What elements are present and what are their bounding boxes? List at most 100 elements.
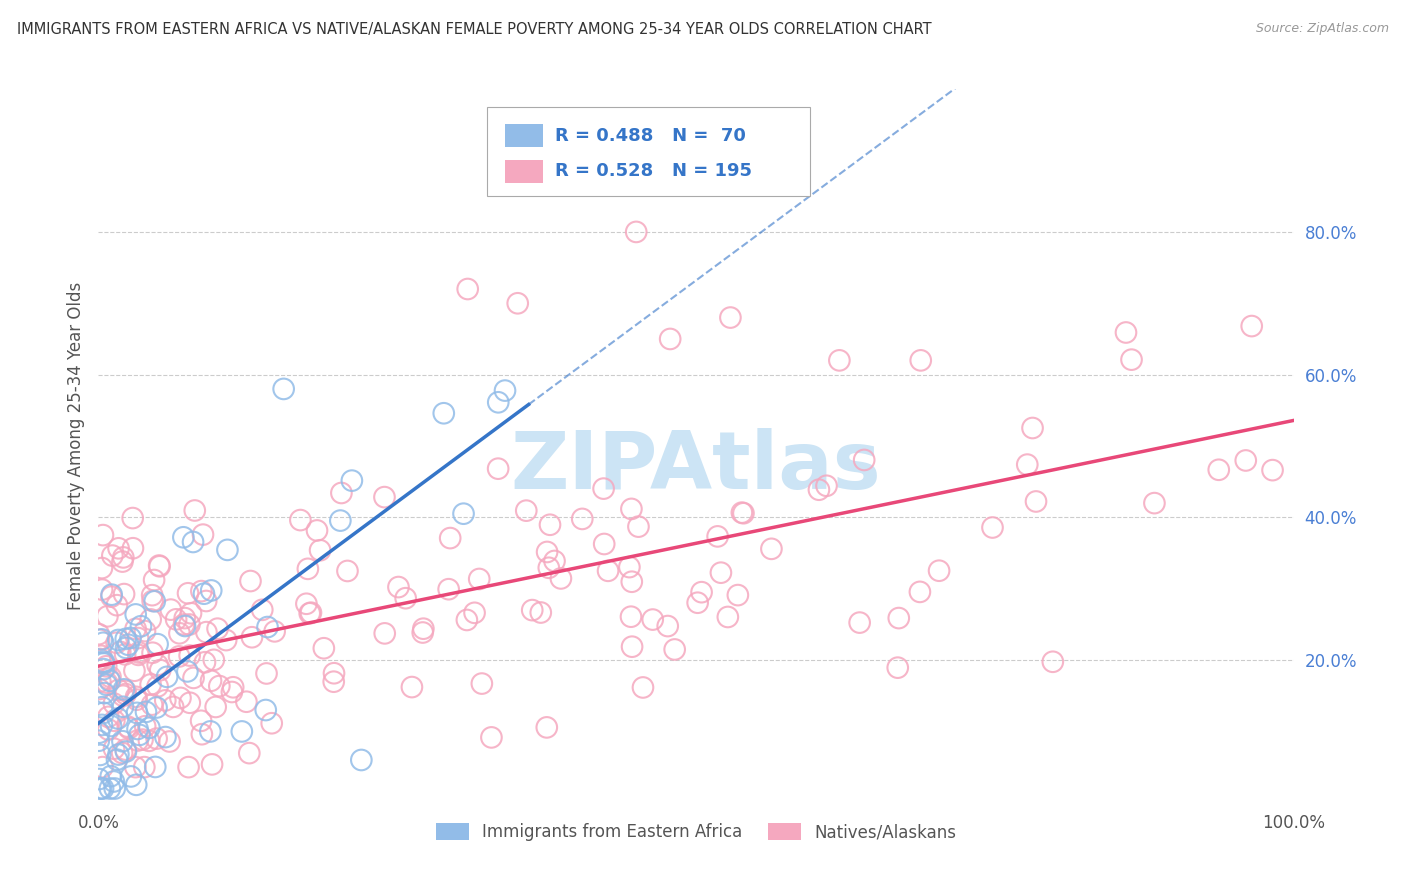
Point [139,612,162,626]
Point [114,648,136,662]
Point [91,582,114,597]
Point [146,680,169,694]
Point [127,733,149,747]
Point [148,558,170,573]
Point [350,753,373,767]
Point [263,624,285,639]
Point [1021,421,1043,435]
Point [139,677,162,691]
Point [195,594,218,608]
Point [107,541,129,556]
Point [412,625,434,640]
Point [127,648,149,662]
Point [208,679,231,693]
Point [494,384,516,398]
Point [138,734,160,748]
Point [181,535,204,549]
Point [125,690,148,704]
Point [536,720,558,734]
Point [124,760,146,774]
Point [105,598,128,612]
Point [180,606,202,620]
Point [134,760,156,774]
Point [89,674,111,689]
Point [87,627,110,641]
Point [1234,453,1257,467]
Point [887,611,910,625]
Point [143,573,166,587]
Point [129,619,152,633]
Point [828,353,851,368]
Point [254,703,277,717]
Point [657,619,679,633]
Point [89,632,111,647]
Point [1042,655,1064,669]
Point [848,615,870,630]
Point [439,531,461,545]
Point [177,760,200,774]
Point [395,591,418,606]
Point [111,699,134,714]
Point [329,514,352,528]
Point [706,529,728,543]
Point [174,619,197,633]
Point [114,632,136,646]
Point [169,690,191,705]
Point [127,722,149,736]
Point [96,678,118,692]
Point [593,537,616,551]
Point [97,672,120,686]
Point [87,772,110,786]
Point [222,680,245,694]
Point [107,712,129,726]
Point [87,733,110,747]
Point [141,588,163,602]
Point [169,626,191,640]
Point [125,607,148,622]
Point [89,652,111,666]
Point [717,610,740,624]
Point [112,689,135,703]
Point [1025,494,1047,508]
Point [162,699,184,714]
Point [96,659,118,673]
Point [125,692,148,706]
Point [115,745,138,759]
Point [481,731,503,745]
Point [298,607,321,621]
Point [110,645,132,659]
Point [91,528,114,542]
Point [200,724,222,739]
Point [1115,326,1137,340]
Point [1208,463,1230,477]
Point [91,760,114,774]
Point [201,757,224,772]
Point [103,697,125,711]
Point [235,695,257,709]
Point [190,714,212,728]
Point [231,724,253,739]
Point [91,718,114,732]
Point [374,626,396,640]
Point [159,734,181,748]
Point [111,746,134,760]
Point [733,506,755,520]
Point [173,617,195,632]
Point [217,542,239,557]
Point [122,541,145,556]
Point [104,781,127,796]
Point [117,638,139,652]
Point [112,682,135,697]
Point [550,571,572,585]
Point [103,774,125,789]
Point [107,632,129,647]
Point [330,486,353,500]
Point [193,587,215,601]
Point [107,747,129,762]
Point [112,587,135,601]
Point [309,543,332,558]
Point [731,506,754,520]
Point [101,549,124,563]
Point [619,560,641,574]
Point [620,502,643,516]
